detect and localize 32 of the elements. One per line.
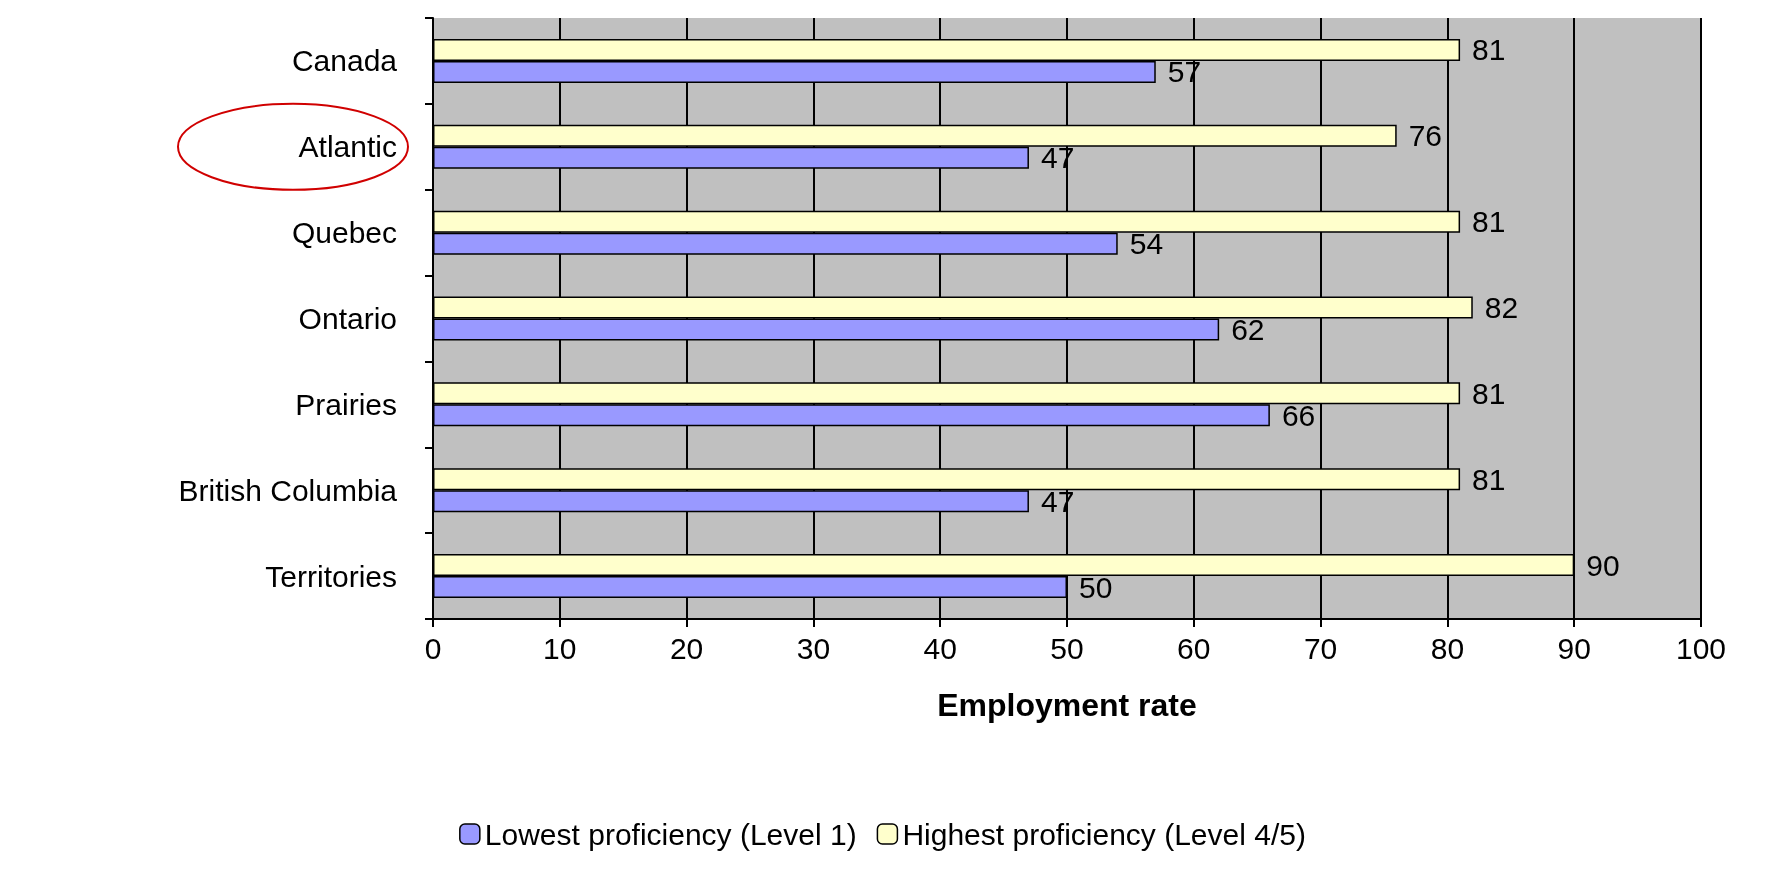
x-tick-label: 50 — [1050, 631, 1084, 665]
y-tick-label: Ontario — [298, 302, 397, 335]
data-label: 66 — [1281, 398, 1316, 432]
legend-label: Highest proficiency (Level 4/5) — [902, 817, 1306, 851]
data-label: 81 — [1472, 376, 1506, 410]
data-label: 81 — [1472, 205, 1506, 239]
y-tick-label: British Columbia — [178, 473, 398, 507]
data-label: 82 — [1484, 291, 1519, 324]
x-tick-label: 40 — [923, 631, 957, 665]
x-tick-label: 60 — [1177, 631, 1211, 665]
y-tick-label: Canada — [291, 44, 398, 78]
data-label: 81 — [1472, 33, 1506, 67]
y-tick-label: Atlantic — [298, 130, 397, 164]
x-tick-label: 70 — [1303, 631, 1338, 665]
x-tick-label: 100 — [1675, 631, 1727, 665]
x-tick-label: 30 — [796, 631, 831, 665]
y-tick-label: Prairies — [295, 387, 397, 421]
x-tick-label: 90 — [1557, 631, 1591, 665]
x-tick-label: 0 — [424, 631, 442, 665]
x-axis-title: Employment rate — [937, 687, 1197, 723]
legend-label: Lowest proficiency (Level 1) — [484, 817, 857, 851]
x-tick-label: 20 — [669, 631, 704, 665]
data-label: 54 — [1129, 227, 1164, 261]
data-label: 76 — [1408, 119, 1443, 153]
x-tick-label: 10 — [543, 631, 577, 665]
y-tick-label: Quebec — [291, 216, 397, 250]
x-tick-label: 80 — [1430, 631, 1465, 665]
data-label: 62 — [1231, 313, 1265, 346]
data-label: 90 — [1586, 548, 1620, 582]
data-label: 50 — [1079, 570, 1113, 604]
data-label: 81 — [1472, 462, 1506, 496]
y-tick-label: Territories — [265, 559, 397, 593]
